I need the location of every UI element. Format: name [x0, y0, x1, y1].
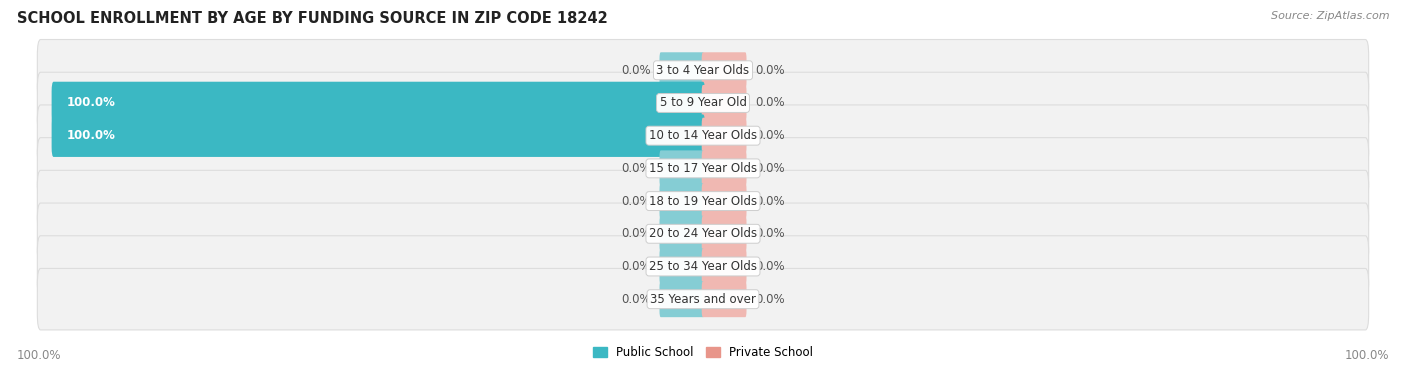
FancyBboxPatch shape	[38, 203, 1368, 265]
Text: 35 Years and over: 35 Years and over	[650, 293, 756, 306]
Text: 0.0%: 0.0%	[621, 227, 651, 240]
Text: 0.0%: 0.0%	[621, 64, 651, 77]
FancyBboxPatch shape	[659, 281, 704, 317]
Text: 20 to 24 Year Olds: 20 to 24 Year Olds	[650, 227, 756, 240]
Text: SCHOOL ENROLLMENT BY AGE BY FUNDING SOURCE IN ZIP CODE 18242: SCHOOL ENROLLMENT BY AGE BY FUNDING SOUR…	[17, 11, 607, 26]
FancyBboxPatch shape	[52, 114, 704, 157]
Text: 25 to 34 Year Olds: 25 to 34 Year Olds	[650, 260, 756, 273]
FancyBboxPatch shape	[659, 150, 704, 186]
FancyBboxPatch shape	[702, 85, 747, 121]
FancyBboxPatch shape	[38, 72, 1368, 134]
FancyBboxPatch shape	[702, 216, 747, 252]
Text: 5 to 9 Year Old: 5 to 9 Year Old	[659, 97, 747, 109]
FancyBboxPatch shape	[38, 105, 1368, 166]
Text: 15 to 17 Year Olds: 15 to 17 Year Olds	[650, 162, 756, 175]
Text: 100.0%: 100.0%	[66, 129, 115, 142]
Text: 0.0%: 0.0%	[755, 195, 785, 208]
Text: 100.0%: 100.0%	[66, 97, 115, 109]
Text: 0.0%: 0.0%	[621, 293, 651, 306]
FancyBboxPatch shape	[659, 248, 704, 285]
Text: 0.0%: 0.0%	[755, 260, 785, 273]
FancyBboxPatch shape	[38, 40, 1368, 101]
Text: 0.0%: 0.0%	[621, 162, 651, 175]
FancyBboxPatch shape	[702, 150, 747, 186]
FancyBboxPatch shape	[702, 118, 747, 154]
Text: 100.0%: 100.0%	[17, 349, 62, 362]
Text: 0.0%: 0.0%	[755, 129, 785, 142]
Text: 0.0%: 0.0%	[755, 162, 785, 175]
FancyBboxPatch shape	[702, 281, 747, 317]
Text: 0.0%: 0.0%	[755, 64, 785, 77]
Text: Source: ZipAtlas.com: Source: ZipAtlas.com	[1271, 11, 1389, 21]
FancyBboxPatch shape	[702, 52, 747, 88]
Text: 0.0%: 0.0%	[621, 195, 651, 208]
FancyBboxPatch shape	[38, 268, 1368, 330]
Text: 18 to 19 Year Olds: 18 to 19 Year Olds	[650, 195, 756, 208]
FancyBboxPatch shape	[659, 52, 704, 88]
FancyBboxPatch shape	[38, 236, 1368, 297]
Text: 0.0%: 0.0%	[621, 260, 651, 273]
Text: 0.0%: 0.0%	[755, 293, 785, 306]
FancyBboxPatch shape	[702, 248, 747, 285]
FancyBboxPatch shape	[659, 183, 704, 219]
Text: 10 to 14 Year Olds: 10 to 14 Year Olds	[650, 129, 756, 142]
Text: 3 to 4 Year Olds: 3 to 4 Year Olds	[657, 64, 749, 77]
FancyBboxPatch shape	[659, 216, 704, 252]
FancyBboxPatch shape	[702, 183, 747, 219]
FancyBboxPatch shape	[38, 138, 1368, 199]
FancyBboxPatch shape	[52, 82, 704, 124]
Text: 0.0%: 0.0%	[755, 227, 785, 240]
FancyBboxPatch shape	[38, 170, 1368, 232]
Legend: Public School, Private School: Public School, Private School	[588, 341, 818, 363]
Text: 100.0%: 100.0%	[1344, 349, 1389, 362]
Text: 0.0%: 0.0%	[755, 97, 785, 109]
